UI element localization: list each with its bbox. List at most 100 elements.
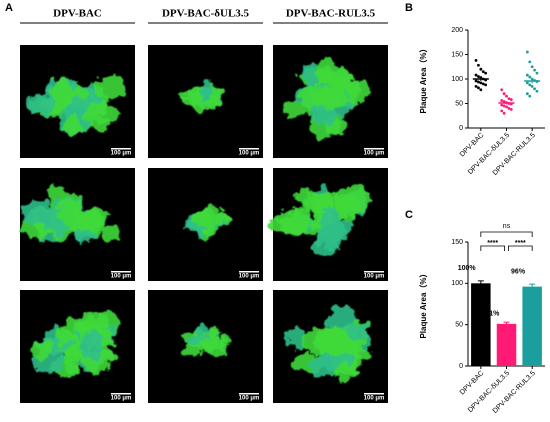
value-label: 51% xyxy=(485,311,500,318)
panel-label: C xyxy=(405,209,413,221)
data-point xyxy=(479,88,483,92)
plaque xyxy=(183,324,231,358)
data-point xyxy=(479,81,483,85)
plaque xyxy=(182,81,222,114)
cell-cluster xyxy=(199,87,210,100)
data-point xyxy=(507,97,511,100)
data-point xyxy=(477,80,480,84)
cell-cluster xyxy=(84,104,119,123)
data-point xyxy=(533,68,536,72)
plaque xyxy=(271,186,370,257)
cell-cluster xyxy=(80,330,104,361)
y-tick-label: 100 xyxy=(451,76,463,83)
scale-bar xyxy=(111,393,131,395)
cell-cluster xyxy=(317,57,335,85)
sig-label: ns xyxy=(503,223,511,230)
cell-cluster xyxy=(65,115,82,135)
cell-cluster xyxy=(182,89,193,101)
data-point xyxy=(505,94,508,98)
data-point xyxy=(525,81,529,85)
sig-bracket xyxy=(480,245,505,251)
data-point xyxy=(502,111,506,115)
cell-cluster xyxy=(314,87,346,110)
data-point xyxy=(525,92,529,96)
scale-bar xyxy=(364,148,384,150)
cell-cluster xyxy=(277,219,307,235)
panel-label: A xyxy=(5,2,13,14)
bar xyxy=(496,323,517,366)
data-point xyxy=(525,50,529,54)
data-point xyxy=(533,87,536,91)
y-tick-label: 0 xyxy=(459,125,463,132)
cell-cluster xyxy=(29,342,55,358)
scale-bar xyxy=(239,271,259,273)
cell-cluster xyxy=(52,76,71,106)
scale-label: 100 μm xyxy=(111,274,132,280)
cell-cluster xyxy=(296,187,315,212)
cell-cluster xyxy=(284,325,306,349)
y-axis-label: Plaque Area（%） xyxy=(418,269,428,338)
data-point xyxy=(509,98,513,101)
y-axis-label: Plaque Area（%） xyxy=(418,44,428,113)
panel-label: B xyxy=(405,2,413,14)
cell-cluster xyxy=(95,74,127,99)
y-tick-label: 150 xyxy=(451,239,463,246)
cell-cluster xyxy=(90,206,108,227)
scale-bar xyxy=(364,393,384,395)
cell-cluster xyxy=(336,186,370,213)
y-tick-label: 50 xyxy=(455,100,463,107)
value-label: 100% xyxy=(458,265,477,272)
plaque xyxy=(284,307,373,383)
cell-cluster xyxy=(309,353,342,377)
y-tick-label: 200 xyxy=(451,27,463,34)
data-point xyxy=(500,109,504,113)
cell-cluster xyxy=(190,92,201,108)
sig-bracket xyxy=(480,231,533,237)
sig-bracket xyxy=(508,245,533,251)
data-point xyxy=(509,107,513,111)
value-label: 96% xyxy=(511,268,526,275)
data-point xyxy=(500,103,504,107)
cell-cluster xyxy=(204,96,221,106)
data-point xyxy=(502,104,506,108)
data-point xyxy=(530,84,534,88)
data-point xyxy=(484,71,488,75)
data-point xyxy=(474,79,478,83)
scale-bar xyxy=(364,271,384,273)
y-tick-label: 50 xyxy=(455,322,463,329)
cell-cluster xyxy=(315,227,351,243)
scale-label: 100 μm xyxy=(364,274,385,280)
scale-bar xyxy=(111,271,131,273)
plaque xyxy=(284,57,371,139)
data-point xyxy=(479,67,483,71)
cell-cluster xyxy=(218,336,231,346)
scale-label: 100 μm xyxy=(239,396,260,402)
cell-cluster xyxy=(319,207,341,235)
data-point xyxy=(502,92,506,96)
scale-label: 100 μm xyxy=(364,151,385,157)
sig-label: **** xyxy=(487,240,498,247)
data-point xyxy=(528,94,532,98)
data-point xyxy=(481,70,485,74)
cell-cluster xyxy=(102,224,121,240)
plaque xyxy=(27,74,127,135)
cell-cluster xyxy=(74,318,102,334)
data-point xyxy=(500,88,504,92)
y-tick-label: 0 xyxy=(459,363,463,370)
scale-bar xyxy=(111,148,131,150)
column-header: DPV-BAC-δUL3.5 xyxy=(162,8,250,20)
data-point xyxy=(530,65,534,69)
data-point xyxy=(474,58,478,62)
data-point xyxy=(528,60,532,64)
data-point xyxy=(484,83,488,87)
data-point xyxy=(502,100,506,103)
data-point xyxy=(477,75,480,78)
bar xyxy=(522,286,542,366)
data-point xyxy=(535,71,539,75)
cell-cluster xyxy=(73,227,96,243)
data-point xyxy=(481,82,485,86)
cell-cluster xyxy=(199,339,211,349)
scale-label: 100 μm xyxy=(239,151,260,157)
scale-label: 100 μm xyxy=(364,396,385,402)
